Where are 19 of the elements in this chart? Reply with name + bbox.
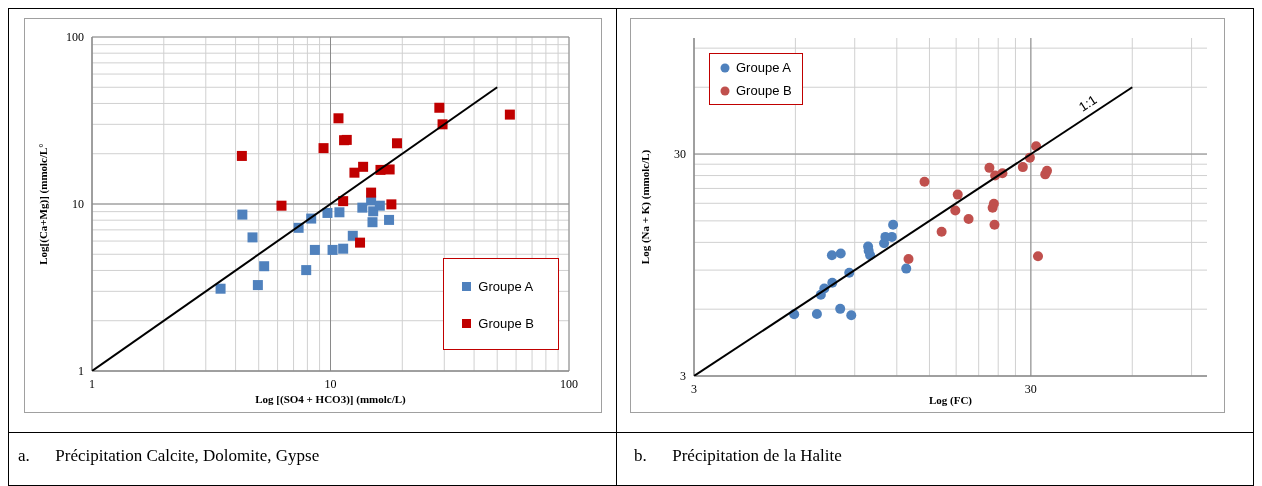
legend-label: Groupe B (478, 316, 534, 331)
text: a. Précipitation Calcite, Dolomite, Gypse (18, 446, 320, 466)
text: b. Précipitation de la Halite (634, 446, 842, 466)
legend-label: Groupe B (736, 83, 792, 98)
x-tick-label: 1 (89, 376, 95, 391)
x-tick-label: 10 (324, 376, 337, 391)
y-tick-label: 1 (78, 364, 84, 379)
y-axis-title: Log (Na + K) (mmolc/L) (638, 149, 652, 265)
x-axis-title: Log [(SO4 + HCO3)] (mmolc/L) (255, 393, 407, 406)
x-axis-title: Log (FC) (928, 394, 973, 407)
y-tick-label: 100 (66, 30, 84, 45)
y-axis-title: Log[(Ca+Mg)] (mmolc/L° (36, 143, 50, 265)
x-tick-label: 100 (560, 376, 578, 391)
legend-label: Groupe A (478, 279, 534, 294)
x-tick-label: 30 (1024, 381, 1037, 396)
y-tick-label: 10 (72, 197, 84, 212)
annotation: 1:1 (1076, 91, 1100, 115)
legend-label: Groupe A (736, 60, 791, 75)
x-tick-label: 3 (691, 381, 697, 396)
